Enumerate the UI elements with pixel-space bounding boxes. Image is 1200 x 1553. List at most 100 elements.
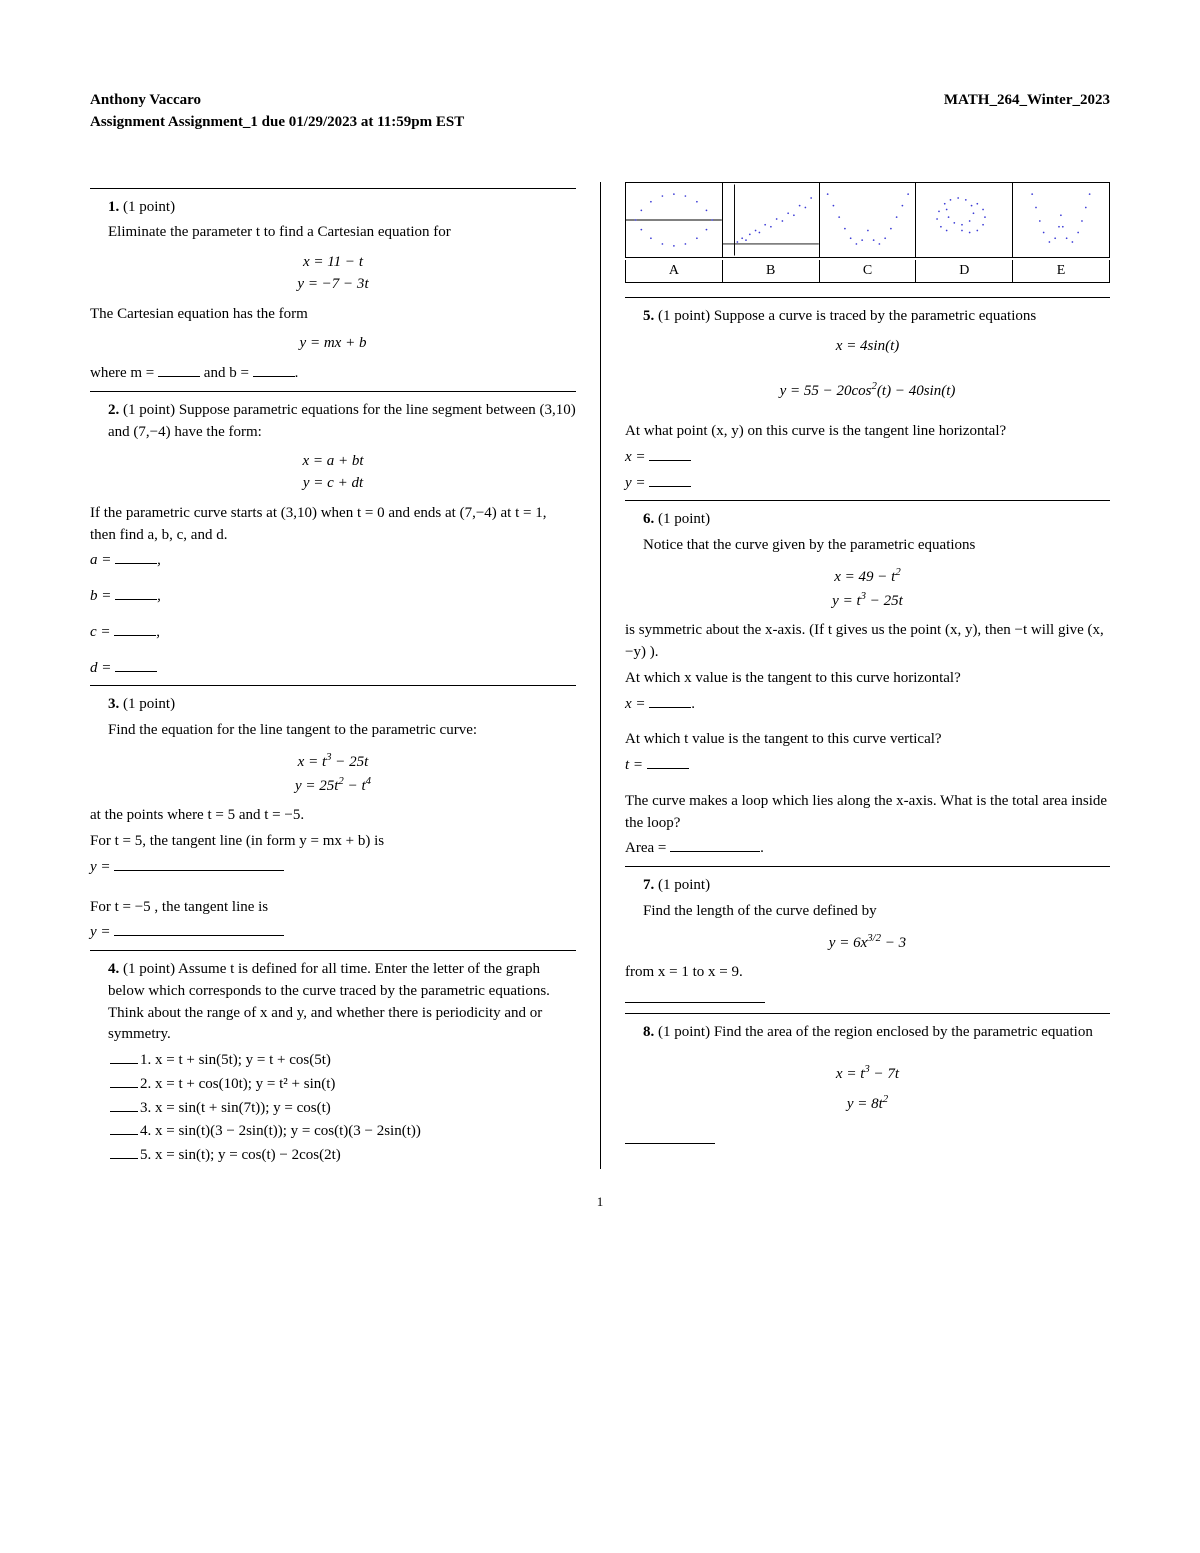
assignment-line: Assignment Assignment_1 due 01/29/2023 a…	[90, 112, 464, 134]
divider	[90, 188, 576, 189]
p4-item: 3. x = sin(t + sin(7t)); y = cos(t)	[110, 1098, 576, 1120]
blank[interactable]	[670, 839, 760, 853]
header-left: Anthony Vaccaro Assignment Assignment_1 …	[90, 90, 464, 134]
p4-items: 1. x = t + sin(5t); y = t + cos(5t) 2. x…	[90, 1050, 576, 1167]
p3-body3: For t = −5 , the tangent line is	[90, 897, 576, 919]
right-column: A B C D E 5. (1 point) Suppose a curve i…	[600, 182, 1110, 1169]
blank[interactable]	[110, 1122, 138, 1136]
blank[interactable]	[115, 658, 157, 672]
p3-y-label: y =	[90, 859, 114, 875]
graph-label: C	[820, 260, 917, 282]
blank[interactable]	[114, 923, 284, 937]
p6-x-label: x =	[625, 696, 649, 712]
divider	[625, 1013, 1110, 1014]
problem-8: 8. (1 point) Find the area of the region…	[625, 1022, 1110, 1044]
graph-A	[626, 183, 723, 257]
p7-intro: Find the length of the curve defined by	[643, 901, 1110, 923]
p1-intro: Eliminate the parameter t to find a Cart…	[108, 222, 576, 244]
points: (1 point)	[123, 199, 175, 215]
divider	[90, 685, 576, 686]
p5-y: y =	[625, 473, 1110, 495]
problem-number: 3.	[108, 696, 119, 712]
points: (1 point)	[123, 961, 175, 977]
graph-label: E	[1013, 260, 1109, 282]
blank[interactable]	[110, 1146, 138, 1160]
blank[interactable]	[114, 857, 284, 871]
points: (1 point)	[658, 511, 710, 527]
problem-number: 8.	[643, 1024, 654, 1040]
divider	[625, 297, 1110, 298]
p1-line3: The Cartesian equation has the form	[90, 304, 576, 326]
divider	[625, 866, 1110, 867]
p2-b-label: b =	[90, 588, 115, 604]
blank[interactable]	[158, 364, 200, 378]
blank[interactable]	[114, 622, 156, 636]
p2-a: a = ,	[90, 550, 576, 572]
points: (1 point)	[658, 877, 710, 893]
problem-6: 6. (1 point) Notice that the curve given…	[625, 509, 1110, 557]
graph-row	[625, 182, 1110, 258]
graph-E	[1013, 183, 1109, 257]
problem-number: 7.	[643, 877, 654, 893]
blank[interactable]	[115, 551, 157, 565]
blank[interactable]	[115, 587, 157, 601]
blank[interactable]	[110, 1098, 138, 1112]
p1-where: where m = and b = .	[90, 363, 576, 385]
p6-t-label: t =	[625, 757, 647, 773]
p4-item: 4. x = sin(t)(3 − 2sin(t)); y = cos(t)(3…	[110, 1121, 576, 1143]
points: (1 point)	[123, 402, 175, 418]
p3-y-label2: y =	[90, 924, 114, 940]
p3-equations: x = t3 − 25t y = 25t2 − t4	[90, 750, 576, 798]
graph-label: A	[626, 260, 723, 282]
blank[interactable]	[253, 364, 295, 378]
p6-body2: The curve makes a loop which lies along …	[625, 791, 1110, 835]
blank[interactable]	[110, 1074, 138, 1088]
graph-D	[916, 183, 1013, 257]
blank[interactable]	[649, 447, 691, 461]
p4-item-text: 2. x = t + cos(10t); y = t² + sin(t)	[140, 1076, 335, 1092]
graph-label: D	[916, 260, 1013, 282]
problem-number: 1.	[108, 199, 119, 215]
blank[interactable]	[649, 473, 691, 487]
p4-item: 1. x = t + sin(5t); y = t + cos(5t)	[110, 1050, 576, 1072]
p1-where-pre: where m =	[90, 365, 158, 381]
p7-exp: 3/2	[867, 932, 881, 944]
graph-label: B	[723, 260, 820, 282]
p4-item-text: 3. x = sin(t + sin(7t)); y = cos(t)	[140, 1100, 331, 1116]
p8-equations: x = t3 − 7t y = 8t2	[625, 1062, 1110, 1116]
divider	[625, 500, 1110, 501]
p3-intro: Find the equation for the line tangent t…	[108, 720, 576, 742]
blank[interactable]	[649, 694, 691, 708]
divider-short	[625, 1143, 715, 1144]
p6-x: x = .	[625, 694, 1110, 716]
page-number: 1	[90, 1193, 1110, 1212]
divider	[90, 391, 576, 392]
p7-eq: y = 6x3/2 − 3	[625, 931, 1110, 955]
graph-C	[820, 183, 917, 257]
p2-intro: Suppose parametric equations for the lin…	[108, 402, 576, 440]
p4-intro: Assume t is defined for all time. Enter …	[108, 961, 550, 1042]
p2-d-label: d =	[90, 660, 115, 676]
problem-4: 4. (1 point) Assume t is defined for all…	[90, 959, 576, 1046]
points: (1 point)	[658, 308, 710, 324]
p2-body: If the parametric curve starts at (3,10)…	[90, 503, 576, 547]
blank[interactable]	[647, 756, 689, 770]
p6-intro: Notice that the curve given by the param…	[643, 535, 1110, 557]
p5-q: At what point (x, y) on this curve is th…	[625, 421, 1110, 443]
p6-area: Area = .	[625, 838, 1110, 860]
blank[interactable]	[110, 1051, 138, 1065]
p1-where-post: .	[295, 365, 299, 381]
p3-body2: For t = 5, the tangent line (in form y =…	[90, 831, 576, 853]
p4-item-text: 1. x = t + sin(5t); y = t + cos(5t)	[140, 1052, 331, 1068]
p4-item-text: 5. x = sin(t); y = cos(t) − 2cos(2t)	[140, 1147, 341, 1163]
graph-labels: A B C D E	[625, 260, 1110, 283]
p2-c: c = ,	[90, 622, 576, 644]
p5-eq2: y = 55 − 20cos2(t) − 40sin(t)	[625, 379, 1110, 403]
page-header: Anthony Vaccaro Assignment Assignment_1 …	[90, 90, 1110, 134]
p4-item: 2. x = t + cos(10t); y = t² + sin(t)	[110, 1074, 576, 1096]
p3-y2: y =	[90, 922, 576, 944]
p3-body1: at the points where t = 5 and t = −5.	[90, 805, 576, 827]
divider-short	[625, 1002, 765, 1003]
problem-2: 2. (1 point) Suppose parametric equation…	[90, 400, 576, 444]
p6-q2: At which t value is the tangent to this …	[625, 729, 1110, 751]
